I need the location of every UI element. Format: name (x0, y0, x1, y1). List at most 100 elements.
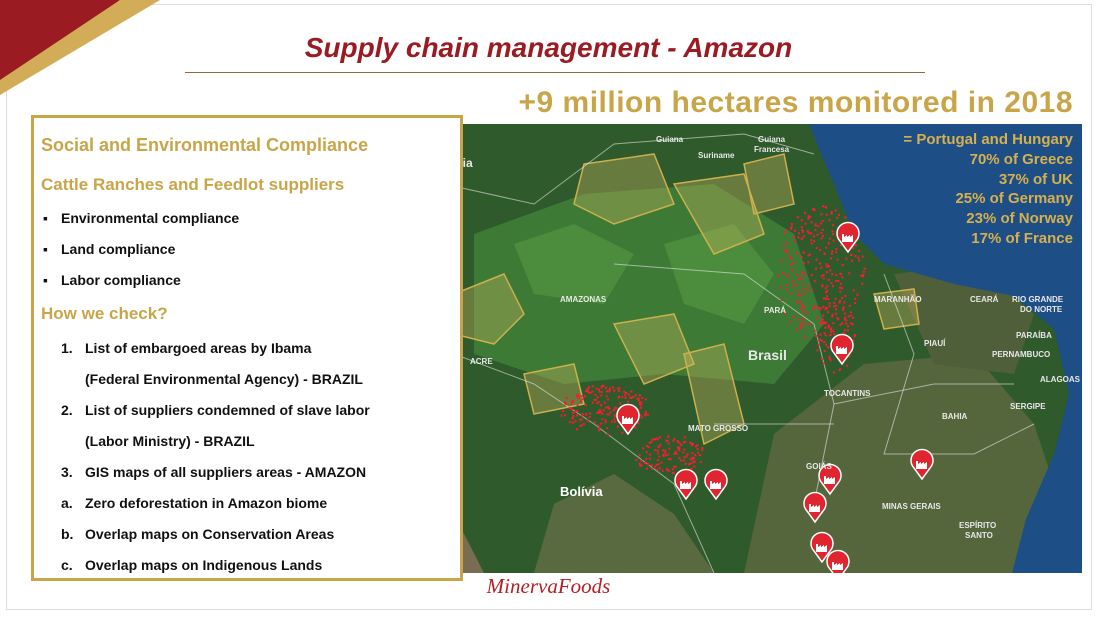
deforestation-point (627, 401, 629, 403)
deforestation-point (572, 412, 574, 414)
deforestation-point (817, 349, 819, 351)
map-label: PIAUÍ (924, 339, 946, 348)
deforestation-point (664, 450, 666, 452)
deforestation-point (613, 409, 615, 411)
deforestation-point (798, 278, 800, 280)
deforestation-point (831, 253, 833, 255)
map-label: Francesa (754, 145, 790, 154)
deforestation-point (852, 247, 854, 249)
deforestation-point (598, 429, 600, 431)
deforestation-point (640, 402, 642, 404)
deforestation-point (619, 387, 621, 389)
deforestation-point (829, 334, 831, 336)
deforestation-point (822, 205, 824, 207)
deforestation-point (667, 454, 669, 456)
deforestation-point (691, 452, 693, 454)
deforestation-point (844, 318, 846, 320)
deforestation-point (685, 463, 687, 465)
deforestation-point (639, 401, 641, 403)
deforestation-point (637, 422, 639, 424)
deforestation-point (837, 259, 839, 261)
deforestation-point (680, 444, 682, 446)
deforestation-point (658, 456, 660, 458)
deforestation-point (648, 446, 650, 448)
deforestation-point (677, 440, 679, 442)
deforestation-point (572, 415, 574, 417)
deforestation-point (854, 334, 856, 336)
deforestation-point (582, 413, 584, 415)
deforestation-point (596, 412, 598, 414)
deforestation-point (827, 346, 829, 348)
deforestation-point (802, 283, 804, 285)
deforestation-point (599, 409, 601, 411)
deforestation-point (679, 449, 681, 451)
deforestation-point (585, 414, 587, 416)
map-label: MARANHÃO (874, 295, 922, 304)
deforestation-point (802, 311, 804, 313)
deforestation-point (814, 330, 816, 332)
deforestation-point (826, 214, 828, 216)
deforestation-point (657, 450, 659, 452)
deforestation-point (820, 308, 822, 310)
deforestation-point (576, 395, 578, 397)
deforestation-point (585, 390, 587, 392)
map-label: AMAZONAS (560, 295, 607, 304)
deforestation-point (701, 447, 703, 449)
deforestation-point (816, 247, 818, 249)
deforestation-point (801, 256, 803, 258)
deforestation-point (828, 265, 830, 267)
deforestation-point (668, 448, 670, 450)
deforestation-point (617, 388, 619, 390)
deforestation-point (839, 291, 841, 293)
deforestation-point (642, 447, 644, 449)
deforestation-point (595, 399, 597, 401)
deforestation-point (632, 396, 634, 398)
deforestation-point (825, 298, 827, 300)
deforestation-point (820, 213, 822, 215)
map-label: ESPÍRITO (959, 521, 996, 530)
deforestation-point (803, 318, 805, 320)
deforestation-point (613, 418, 615, 420)
bullet: ▪Land compliance (43, 241, 175, 257)
deforestation-point (833, 302, 835, 304)
deforestation-point (810, 239, 812, 241)
deforestation-point (693, 457, 695, 459)
deforestation-point (832, 322, 834, 324)
deforestation-point (602, 418, 604, 420)
deforestation-point (579, 419, 581, 421)
deforestation-point (657, 469, 659, 471)
deforestation-point (824, 327, 826, 329)
deforestation-point (654, 449, 656, 451)
deforestation-point (802, 231, 804, 233)
deforestation-point (585, 404, 587, 406)
deforestation-point (667, 440, 669, 442)
step-text: Overlap maps on Conservation Areas (85, 526, 334, 542)
deforestation-point (823, 362, 825, 364)
deforestation-point (689, 442, 691, 444)
deforestation-point (781, 260, 783, 262)
deforestation-point (816, 335, 818, 337)
comparison: 37% of UK (903, 170, 1073, 190)
deforestation-point (798, 318, 800, 320)
deforestation-point (592, 385, 594, 387)
deforestation-point (611, 421, 613, 423)
deforestation-point (610, 411, 612, 413)
deforestation-point (816, 259, 818, 261)
step-text: List of suppliers condemned of slave lab… (85, 402, 370, 418)
deforestation-point (862, 275, 864, 277)
deforestation-point (786, 288, 788, 290)
deforestation-point (796, 301, 798, 303)
deforestation-point (832, 285, 834, 287)
deforestation-point (797, 216, 799, 218)
deforestation-point (825, 344, 827, 346)
deforestation-point (808, 215, 810, 217)
deforestation-point (617, 426, 619, 428)
deforestation-point (810, 233, 812, 235)
deforestation-point (667, 469, 669, 471)
deforestation-point (693, 466, 695, 468)
map-label: TOCANTINS (824, 389, 871, 398)
factory-marker (827, 550, 849, 573)
deforestation-point (792, 262, 794, 264)
map-label: ACRE (470, 357, 493, 366)
step-text: GIS maps of all suppliers areas - AMAZON (85, 464, 366, 480)
